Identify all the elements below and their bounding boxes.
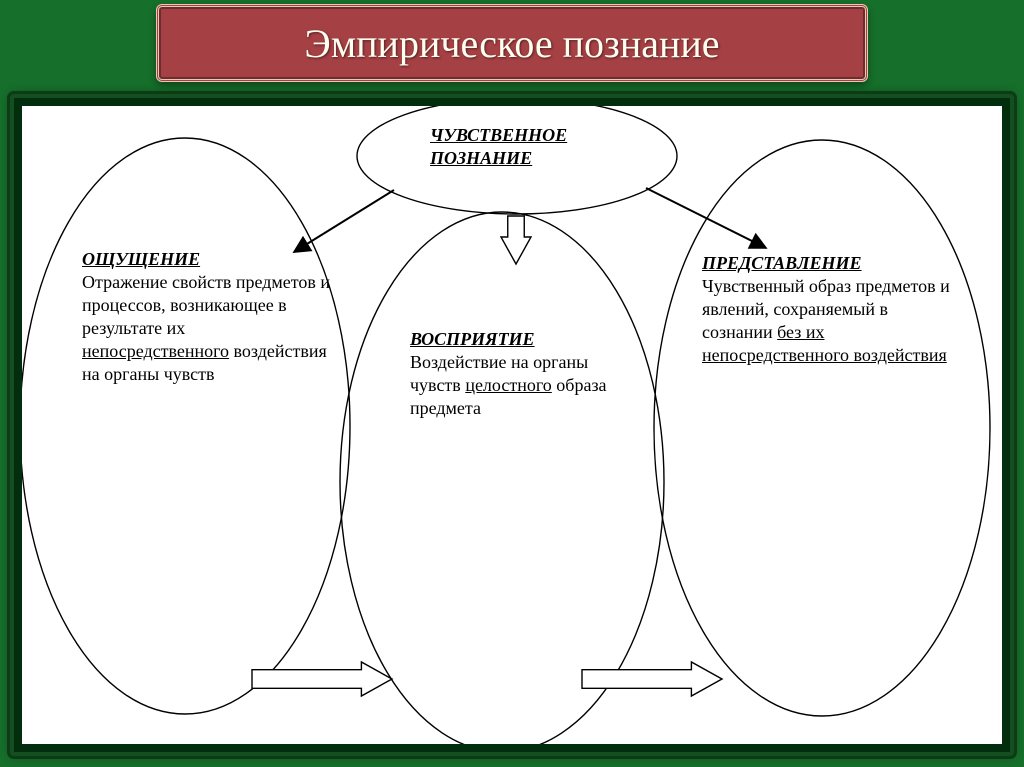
title-plate: Эмпирическое познание bbox=[156, 4, 868, 82]
node-head-mid: ВОСПРИЯТИЕ bbox=[410, 328, 630, 351]
node-body-left: Отражение свойств предметов и процессов,… bbox=[82, 272, 330, 384]
diagram-canvas: ЧУВСТВЕННОЕ ПОЗНАНИЕ ОЩУЩЕНИЕОтражение св… bbox=[22, 106, 1002, 744]
node-right: ПРЕДСТАВЛЕНИЕЧувственный образ предметов… bbox=[702, 252, 952, 367]
node-mid: ВОСПРИЯТИЕВоздействие на органы чувств ц… bbox=[410, 328, 630, 420]
node-center: ЧУВСТВЕННОЕ ПОЗНАНИЕ bbox=[430, 124, 660, 170]
node-left: ОЩУЩЕНИЕОтражение свойств предметов и пр… bbox=[82, 248, 332, 386]
node-body-mid: Воздействие на органы чувств целостного … bbox=[410, 352, 607, 418]
diagram-svg bbox=[22, 106, 1002, 744]
page-title: Эмпирическое познание bbox=[304, 20, 719, 67]
node-head-right: ПРЕДСТАВЛЕНИЕ bbox=[702, 252, 952, 275]
diagram-frame: ЧУВСТВЕННОЕ ПОЗНАНИЕ ОЩУЩЕНИЕОтражение св… bbox=[10, 94, 1014, 756]
node-body-right: Чувственный образ предметов и явлений, с… bbox=[702, 276, 950, 365]
node-head-center: ЧУВСТВЕННОЕ ПОЗНАНИЕ bbox=[430, 124, 660, 170]
node-head-left: ОЩУЩЕНИЕ bbox=[82, 248, 332, 271]
